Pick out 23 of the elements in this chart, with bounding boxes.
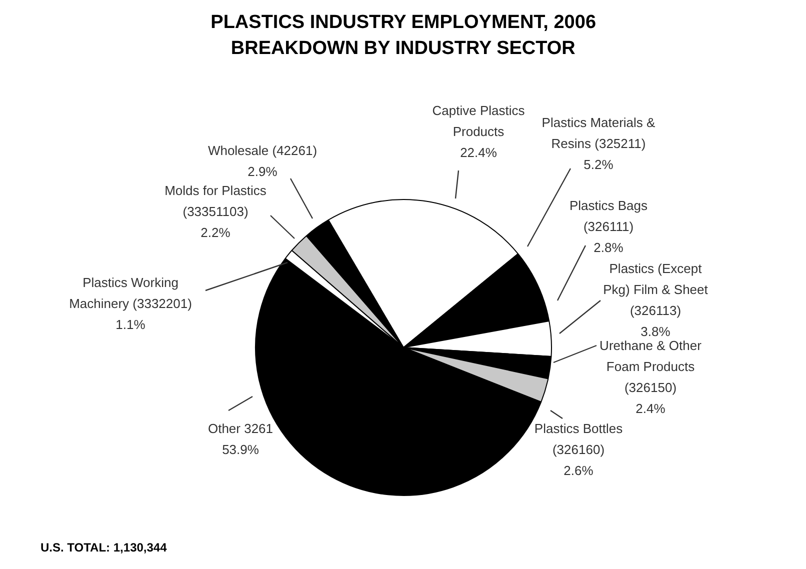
data-label: 2.9% — [248, 164, 278, 179]
slice-label: Plastics Bottles (326160) — [534, 421, 624, 457]
data-label: 2.8% — [594, 240, 624, 255]
slice-label: Molds for Plastics (33351103) — [164, 183, 267, 219]
data-label: 22.4% — [460, 145, 498, 160]
chart-subtitle: BREAKDOWN BY INDUSTRY SECTOR — [230, 38, 576, 59]
slice-label: Plastics Bags (326111) — [569, 198, 648, 234]
slice-label: Wholesale (42261) — [208, 143, 318, 158]
slice-label: Captive Plastics Products — [432, 103, 526, 139]
slice-label: Other 3261 — [208, 421, 274, 436]
data-label: 53.9% — [222, 442, 260, 457]
slice-label: Plastics Materials & Resins (325211) — [542, 115, 656, 151]
data-label: 5.2% — [584, 157, 614, 172]
text: U.S. TOTAL: 1,130,344 — [40, 540, 168, 554]
data-label: 1.1% — [116, 317, 146, 332]
data-label: 2.4% — [636, 401, 666, 416]
data-label: 2.2% — [200, 225, 231, 240]
data-label: 3.8% — [640, 324, 671, 339]
data-label: 2.6% — [564, 463, 594, 478]
chart-title: PLASTICS INDUSTRY EMPLOYMENT, 2006 — [210, 12, 596, 33]
slice-label: Urethane & Other Foam Products (326150) — [600, 338, 702, 395]
slice-label: Plastics Working Machinery (3332201) — [69, 275, 192, 311]
slice-label: Plastics (Except Pkg) Film & Sheet (326113) — [603, 261, 708, 318]
